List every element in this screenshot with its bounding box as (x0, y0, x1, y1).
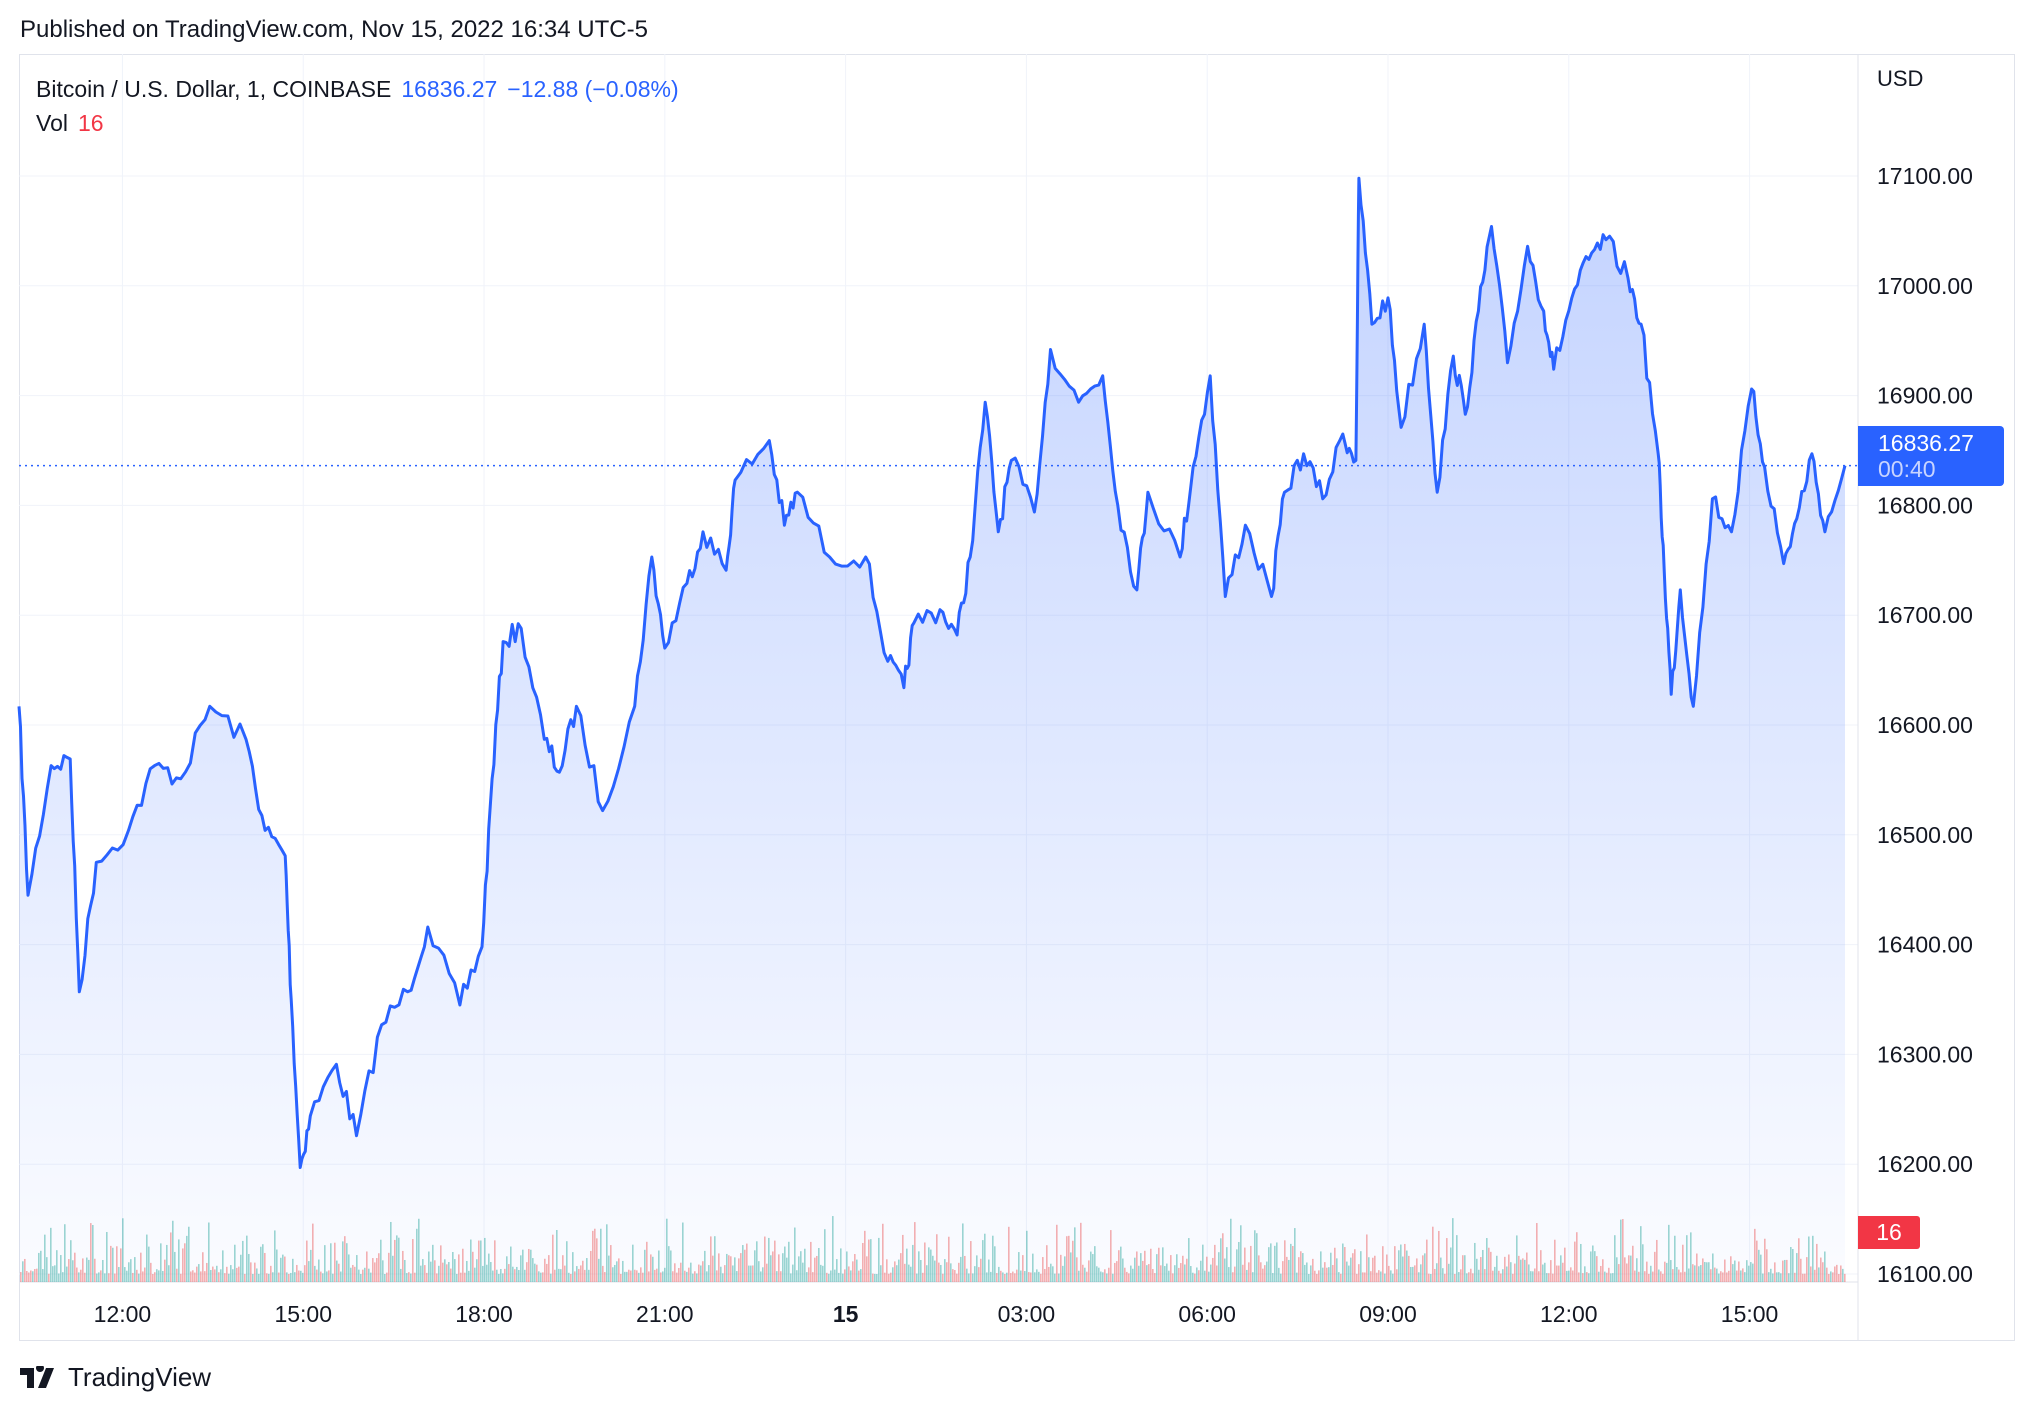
price-change: −12.88 (−0.08%) (507, 76, 679, 102)
y-tick-label: 16700.00 (1877, 602, 1973, 628)
tradingview-logo[interactable]: TradingView (20, 1362, 211, 1393)
current-price: 16836.27 (1878, 430, 1974, 456)
y-tick-label: 16400.00 (1877, 932, 1973, 958)
y-tick-label: 16800.00 (1877, 492, 1973, 518)
volume-indicator-title[interactable]: Vol (36, 110, 68, 136)
currency-label[interactable]: USD (1877, 66, 1924, 91)
y-tick-label: 16500.00 (1877, 822, 1973, 848)
volume-value: 16 (77, 110, 104, 136)
x-tick-label: 21:00 (636, 1301, 694, 1327)
x-tick-label: 18:00 (455, 1301, 513, 1327)
chart-legend: Bitcoin / U.S. Dollar, 1, COINBASE 16836.… (36, 72, 679, 140)
y-tick-label: 16100.00 (1877, 1261, 1973, 1287)
x-tick-label: 15:00 (274, 1301, 332, 1327)
y-tick-label: 16200.00 (1877, 1151, 1973, 1177)
volume-axis-label: 16 (1858, 1216, 1920, 1249)
last-price: 16836.27 (401, 76, 498, 102)
x-tick-label: 15 (833, 1301, 859, 1327)
tradingview-logo-icon (20, 1365, 54, 1388)
y-tick-label: 16600.00 (1877, 712, 1973, 738)
current-price-label: 16836.27 00:40 (1858, 426, 2004, 486)
y-tick-label: 17100.00 (1877, 163, 1973, 189)
published-caption: Published on TradingView.com, Nov 15, 20… (20, 16, 648, 43)
x-tick-label: 12:00 (1540, 1301, 1598, 1327)
price-line (17, 176, 1847, 1169)
y-tick-label: 16300.00 (1877, 1041, 1973, 1067)
x-tick-label: 03:00 (998, 1301, 1056, 1327)
brand-name: TradingView (68, 1362, 212, 1392)
x-tick-label: 06:00 (1178, 1301, 1236, 1327)
y-tick-label: 16900.00 (1877, 383, 1973, 409)
x-tick-label: 09:00 (1359, 1301, 1417, 1327)
price-area-fill (19, 178, 1845, 1283)
bar-countdown: 00:40 (1878, 456, 1936, 482)
y-tick-label: 17000.00 (1877, 273, 1973, 299)
x-tick-label: 15:00 (1721, 1301, 1779, 1327)
symbol-title[interactable]: Bitcoin / U.S. Dollar, 1, COINBASE (36, 76, 392, 102)
chart-frame (19, 54, 2015, 1341)
x-tick-label: 12:00 (94, 1301, 152, 1327)
